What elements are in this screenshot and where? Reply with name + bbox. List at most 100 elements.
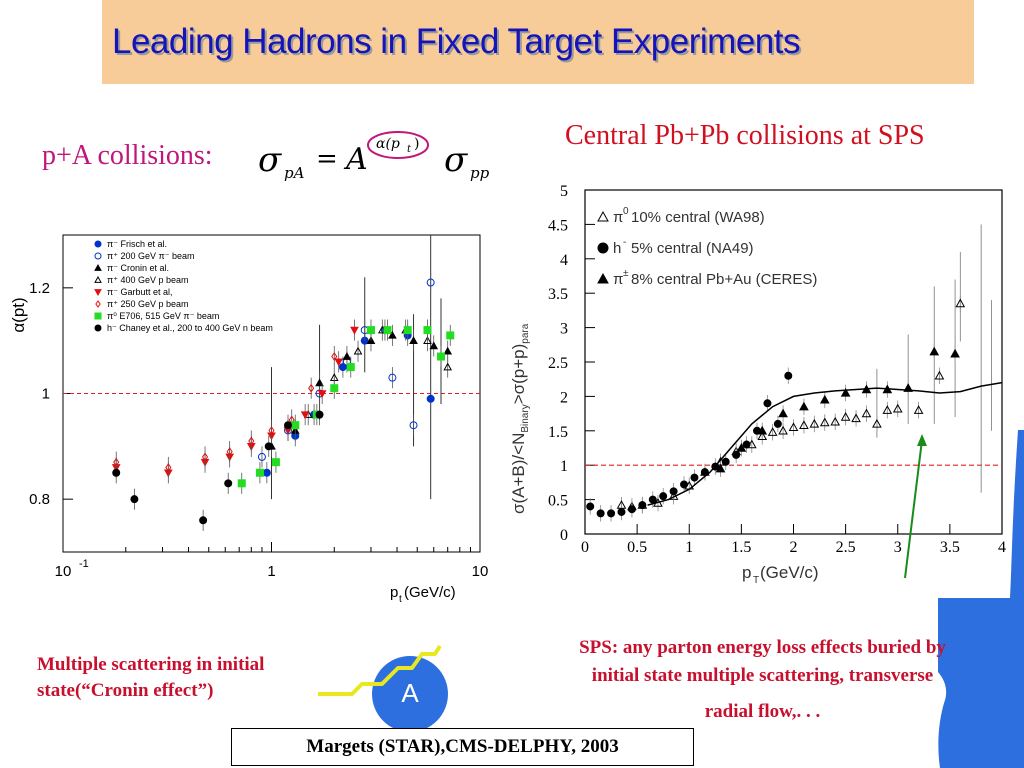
chart2-y-tick-label: 3 — [560, 321, 568, 338]
sps-explanation-line2: initial state multiple scattering, trans… — [591, 665, 934, 686]
chart2-y-tick-label: 3.5 — [548, 286, 568, 303]
chart1-data-point — [350, 326, 359, 335]
chart1-data-point — [423, 326, 432, 335]
chart1-data-point — [315, 410, 324, 419]
chart1-data-point — [130, 495, 139, 504]
chart2-x-tick-label: 1.5 — [731, 539, 751, 556]
chart2-y-tick-label: 4 — [560, 252, 568, 269]
chart1-data-point — [199, 516, 208, 525]
chart2-y-tick-label: 0.5 — [548, 493, 568, 510]
chart1-data-point — [388, 330, 397, 339]
chart2-legend-marker — [597, 272, 609, 284]
alpha-pt-chart: 10 -1 1 10 0.8 1 1.2α(pt) p t (GeV/c) π⁻ Frisch e… — [9, 234, 489, 605]
chart1-data-point — [317, 390, 327, 399]
chart1-legend-marker — [94, 289, 102, 297]
chart1-data-point — [248, 436, 255, 446]
chart2-y-label-part: >σ(p+p) — [509, 344, 528, 405]
formula-A: A — [346, 142, 368, 177]
chart1-data-point — [403, 326, 412, 335]
chart1-data-point — [308, 383, 315, 393]
chart2-data-point — [757, 431, 768, 441]
chart2-data-point — [840, 412, 851, 421]
chart2-data-point — [778, 425, 788, 435]
chart2-data-point — [607, 509, 616, 518]
nucleus-label: A — [401, 678, 419, 708]
chart2-data-point — [892, 403, 903, 413]
chart2-data-point — [950, 348, 960, 358]
chart1-data-point — [284, 421, 293, 430]
chart2-data-point — [721, 457, 730, 466]
formula-exponent-sub: t — [407, 144, 412, 155]
chart1-x-tick-label: 1 — [267, 563, 275, 580]
chart2-fit-curve — [647, 381, 1003, 506]
chart1-data-point — [443, 346, 453, 355]
chart1-legend-entry: π⁺ 400 GeV p beam — [107, 275, 189, 285]
formula-exponent-close: ) — [414, 136, 420, 152]
chart1-data-point — [330, 384, 339, 393]
chart2-data-point — [680, 480, 689, 489]
chart1-y-tick-label: 1 — [42, 386, 50, 403]
chart1-legend-entry: π⁺ 250 GeV p beam — [107, 299, 189, 309]
chart2-y-tick-label: 1.5 — [548, 424, 568, 441]
chart1-data-point — [436, 352, 445, 361]
chart1-legend-marker — [94, 275, 102, 283]
chart1-data-point — [353, 346, 363, 355]
chart1-data-point — [224, 479, 233, 488]
chart2-data-point — [929, 346, 940, 356]
chart1-data-point — [426, 278, 435, 287]
formula-sub-pa: pA — [284, 164, 305, 182]
cronin-illustration — [318, 644, 448, 732]
chart1-data-point — [300, 411, 310, 420]
chart2-y-tick-label: 1 — [560, 458, 568, 475]
chart1-x-label-unit: (GeV/c) — [404, 584, 456, 601]
chart2-data-point — [788, 422, 799, 432]
chart2-data-point — [736, 442, 747, 452]
chart2-legend-sup: - — [623, 237, 626, 248]
chart2-data-point — [882, 405, 893, 414]
chart1-legend-marker — [94, 324, 102, 332]
chart2-data-point — [767, 427, 778, 436]
chart2-data-point — [784, 371, 793, 380]
chart1-legend-entry: π⁰ E706, 515 GeV π⁻ beam — [107, 311, 219, 321]
chart1-data-point — [388, 373, 397, 382]
chart2-x-tick-label: 4 — [998, 539, 1006, 556]
chart2-data-point — [638, 501, 647, 510]
chart2-data-point — [690, 473, 699, 482]
chart2-data-point — [913, 405, 924, 414]
chart1-legend-marker — [94, 312, 102, 320]
chart2-data-point — [872, 418, 882, 428]
chart2-data-point — [955, 298, 966, 308]
chart1-data-point — [423, 336, 432, 344]
chart1-data-point — [346, 363, 355, 372]
chart1-x-tick-label: 10 — [55, 563, 72, 580]
chart1-x-tick-label: 10 — [472, 563, 489, 580]
chart2-data-point — [757, 425, 768, 435]
chart2-data-point — [799, 401, 809, 411]
chart1-y-label: α(pt) — [9, 297, 28, 332]
chart2-legend-entry: 5% central (NA49) — [631, 240, 754, 257]
formula-highlight-ellipse — [367, 131, 429, 159]
chart2-data-point — [617, 507, 626, 516]
chart2-data-point — [819, 417, 830, 427]
chart1-legend-marker — [94, 240, 102, 248]
chart2-x-tick-label: 0 — [581, 539, 589, 556]
chart1-data-point — [338, 363, 347, 372]
title-banner — [102, 0, 974, 84]
chart2-y-tick-label: 0 — [560, 527, 568, 544]
sps-explanation-line3: radial flow,. . . — [704, 701, 821, 722]
chart2-legend-entry: 10% central (WA98) — [631, 209, 765, 226]
chart1-data-point — [237, 479, 246, 488]
chart2-data-point — [819, 394, 830, 404]
chart1-data-point — [268, 426, 275, 435]
chart2-data-point — [799, 420, 809, 429]
chart1-legend-entry: π⁻ Cronin et al. — [107, 263, 169, 273]
chart1-legend-entry: h⁻ Chaney et al., 200 to 400 GeV n beam — [107, 323, 273, 333]
chart2-data-point — [778, 408, 788, 418]
chart1-data-point — [201, 452, 209, 462]
chart2-x-label-unit: (GeV/c) — [760, 563, 819, 582]
chart1-data-point — [255, 468, 264, 477]
chart1-y-tick-label: 1.2 — [29, 280, 50, 297]
chart1-legend-marker — [94, 252, 102, 260]
chart2-y-tick-label: 2.5 — [548, 355, 568, 372]
chart2-y-label: σ(A+B)/<NBinary>σ(p+p)para — [509, 323, 531, 514]
